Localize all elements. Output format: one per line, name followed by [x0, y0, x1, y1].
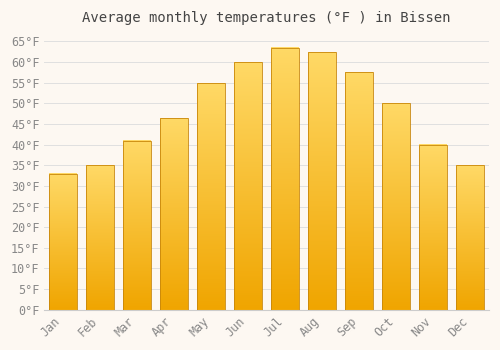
Bar [308, 52, 336, 310]
Bar [382, 103, 410, 310]
Bar [420, 145, 447, 310]
Bar [123, 140, 151, 310]
Bar [346, 72, 373, 310]
Bar [49, 174, 77, 310]
Bar [234, 62, 262, 310]
Bar [197, 83, 225, 310]
Title: Average monthly temperatures (°F ) in Bissen: Average monthly temperatures (°F ) in Bi… [82, 11, 451, 25]
Bar [456, 165, 484, 310]
Bar [160, 118, 188, 310]
Bar [86, 165, 114, 310]
Bar [272, 48, 299, 310]
